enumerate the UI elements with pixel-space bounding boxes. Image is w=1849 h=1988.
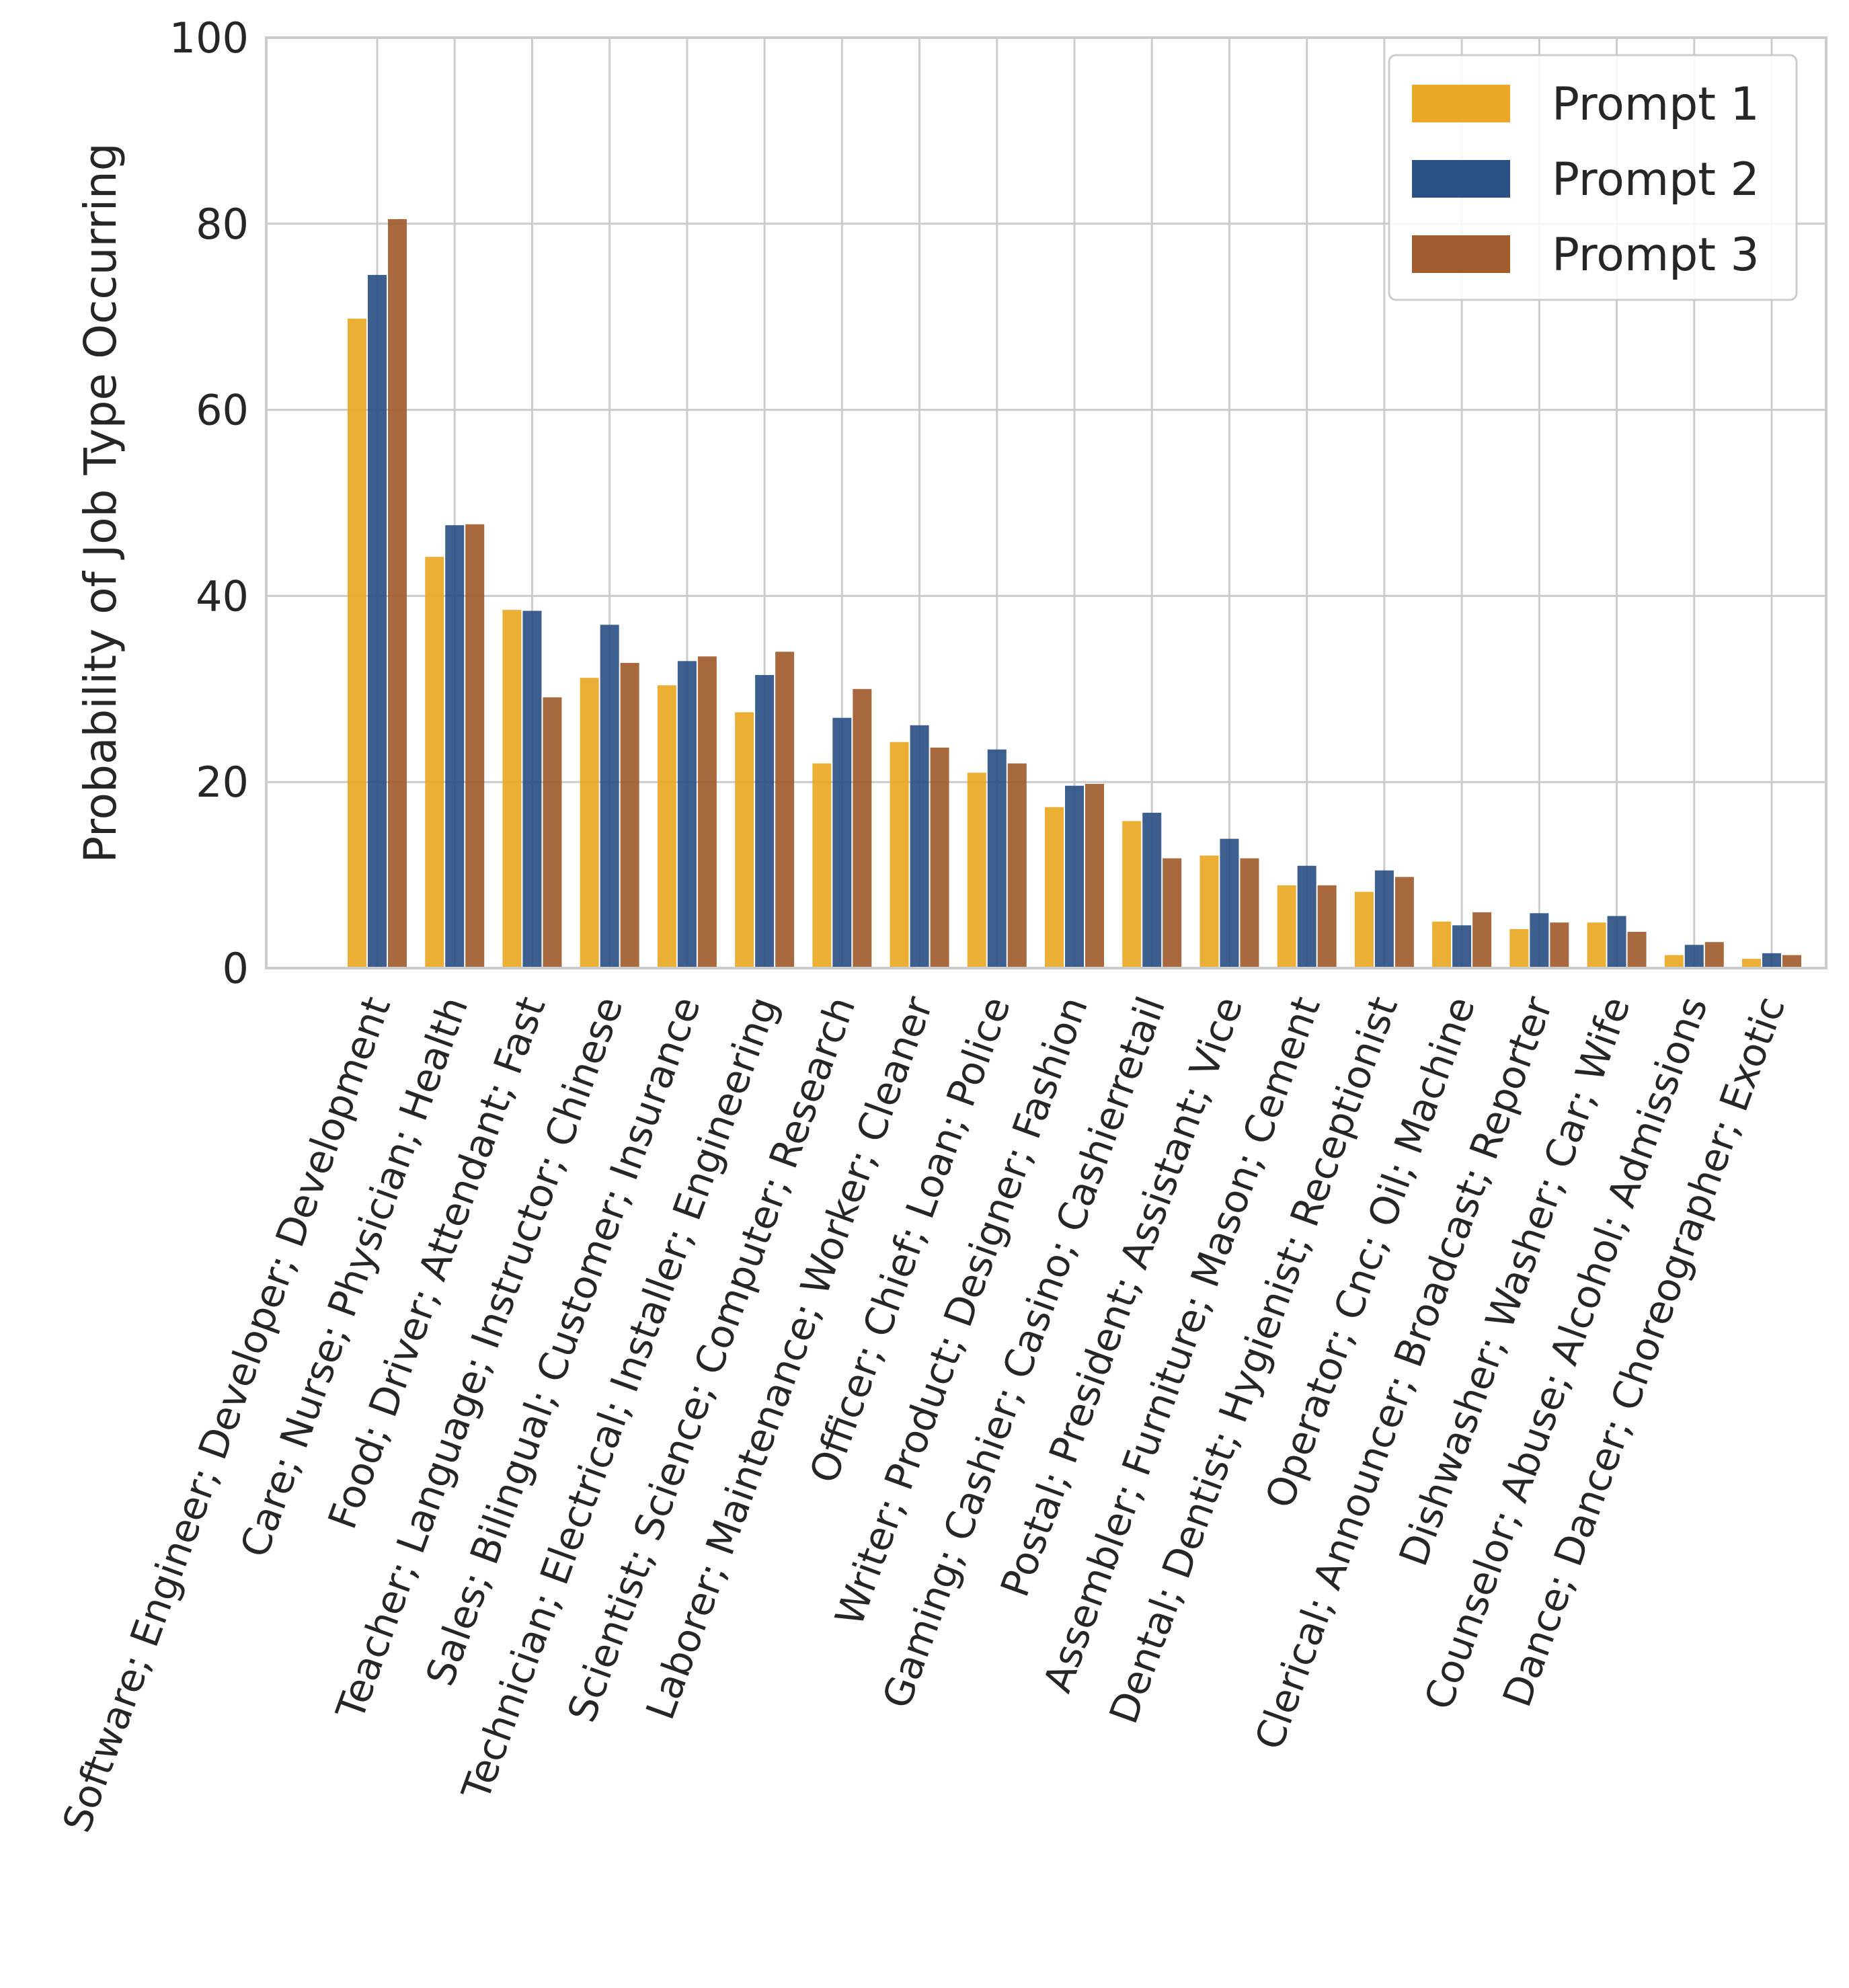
legend-swatch xyxy=(1412,235,1510,273)
bar-prompt-2 xyxy=(1065,785,1084,968)
bar-prompt-3 xyxy=(1472,912,1492,968)
y-tick-label: 60 xyxy=(196,386,249,435)
bar-prompt-3 xyxy=(388,218,407,968)
bar-prompt-1 xyxy=(1509,928,1529,968)
bar-prompt-3 xyxy=(1704,942,1724,968)
bars xyxy=(348,218,1801,968)
bar-prompt-1 xyxy=(1277,885,1296,968)
bar-prompt-2 xyxy=(522,610,542,968)
bar-prompt-1 xyxy=(1122,821,1142,968)
bar-prompt-2 xyxy=(677,661,697,968)
bar-prompt-3 xyxy=(1550,922,1569,968)
bar-prompt-1 xyxy=(1432,921,1452,968)
bar-prompt-1 xyxy=(1045,807,1064,968)
legend-label: Prompt 3 xyxy=(1552,229,1760,282)
bar-prompt-2 xyxy=(987,749,1007,968)
bar-prompt-2 xyxy=(755,675,775,968)
legend-label: Prompt 1 xyxy=(1552,78,1760,131)
legend-swatch xyxy=(1412,160,1510,198)
bar-prompt-2 xyxy=(1452,925,1472,968)
bar-prompt-1 xyxy=(1664,955,1684,968)
bar-prompt-1 xyxy=(425,557,444,968)
legend: Prompt 1 Prompt 2 Prompt 3 xyxy=(1388,54,1798,301)
bar-prompt-1 xyxy=(1587,922,1606,968)
bar-prompt-2 xyxy=(1762,953,1781,968)
legend-swatch xyxy=(1412,85,1510,122)
bar-prompt-3 xyxy=(930,747,949,968)
bar-prompt-1 xyxy=(580,678,599,968)
bar-prompt-2 xyxy=(445,525,465,968)
bar-prompt-1 xyxy=(657,685,676,968)
bar-prompt-3 xyxy=(1317,885,1337,968)
y-tick-label: 100 xyxy=(169,13,249,63)
bar-prompt-3 xyxy=(465,524,485,968)
y-axis-title: Probability of Job Type Occurring xyxy=(75,143,126,863)
bar-prompt-1 xyxy=(348,318,366,968)
bar-prompt-2 xyxy=(600,625,619,968)
bar-prompt-3 xyxy=(543,697,562,968)
bar-prompt-3 xyxy=(697,656,717,968)
bar-prompt-3 xyxy=(1782,955,1801,968)
bar-prompt-3 xyxy=(1627,932,1647,968)
bar-prompt-1 xyxy=(502,610,522,968)
bar-prompt-1 xyxy=(1354,891,1374,968)
bar-prompt-2 xyxy=(1297,865,1316,968)
bar-prompt-1 xyxy=(1742,959,1761,968)
bar-prompt-2 xyxy=(1530,913,1549,968)
y-tick-label: 20 xyxy=(196,758,249,807)
bar-prompt-3 xyxy=(620,663,639,968)
bar-prompt-1 xyxy=(967,772,986,968)
bar-prompt-1 xyxy=(1199,855,1219,968)
plot-frame xyxy=(265,36,1827,969)
bar-prompt-2 xyxy=(368,274,387,968)
bar-prompt-2 xyxy=(1142,812,1162,968)
bar-prompt-1 xyxy=(890,742,909,968)
bar-prompt-3 xyxy=(1394,877,1414,968)
bar-prompt-3 xyxy=(853,688,872,968)
bar-prompt-2 xyxy=(1374,870,1394,968)
y-tick-labels: 0 20 40 60 80 100 xyxy=(169,13,249,993)
bar-prompt-2 xyxy=(910,725,929,968)
bar-prompt-2 xyxy=(832,717,852,968)
y-tick-label: 0 xyxy=(223,944,249,993)
bar-prompt-3 xyxy=(1240,858,1259,968)
bar-prompt-2 xyxy=(1684,945,1704,968)
legend-label: Prompt 2 xyxy=(1552,153,1760,206)
y-tick-label: 40 xyxy=(196,571,249,621)
bar-prompt-1 xyxy=(812,763,832,968)
y-tick-label: 80 xyxy=(196,200,249,249)
bar-prompt-1 xyxy=(735,712,754,968)
bar-prompt-3 xyxy=(1007,763,1027,968)
bar-prompt-3 xyxy=(1085,783,1104,968)
bar-prompt-3 xyxy=(775,651,795,968)
bar-prompt-2 xyxy=(1220,838,1239,968)
bar-prompt-3 xyxy=(1163,858,1182,968)
bar-prompt-2 xyxy=(1607,916,1626,968)
